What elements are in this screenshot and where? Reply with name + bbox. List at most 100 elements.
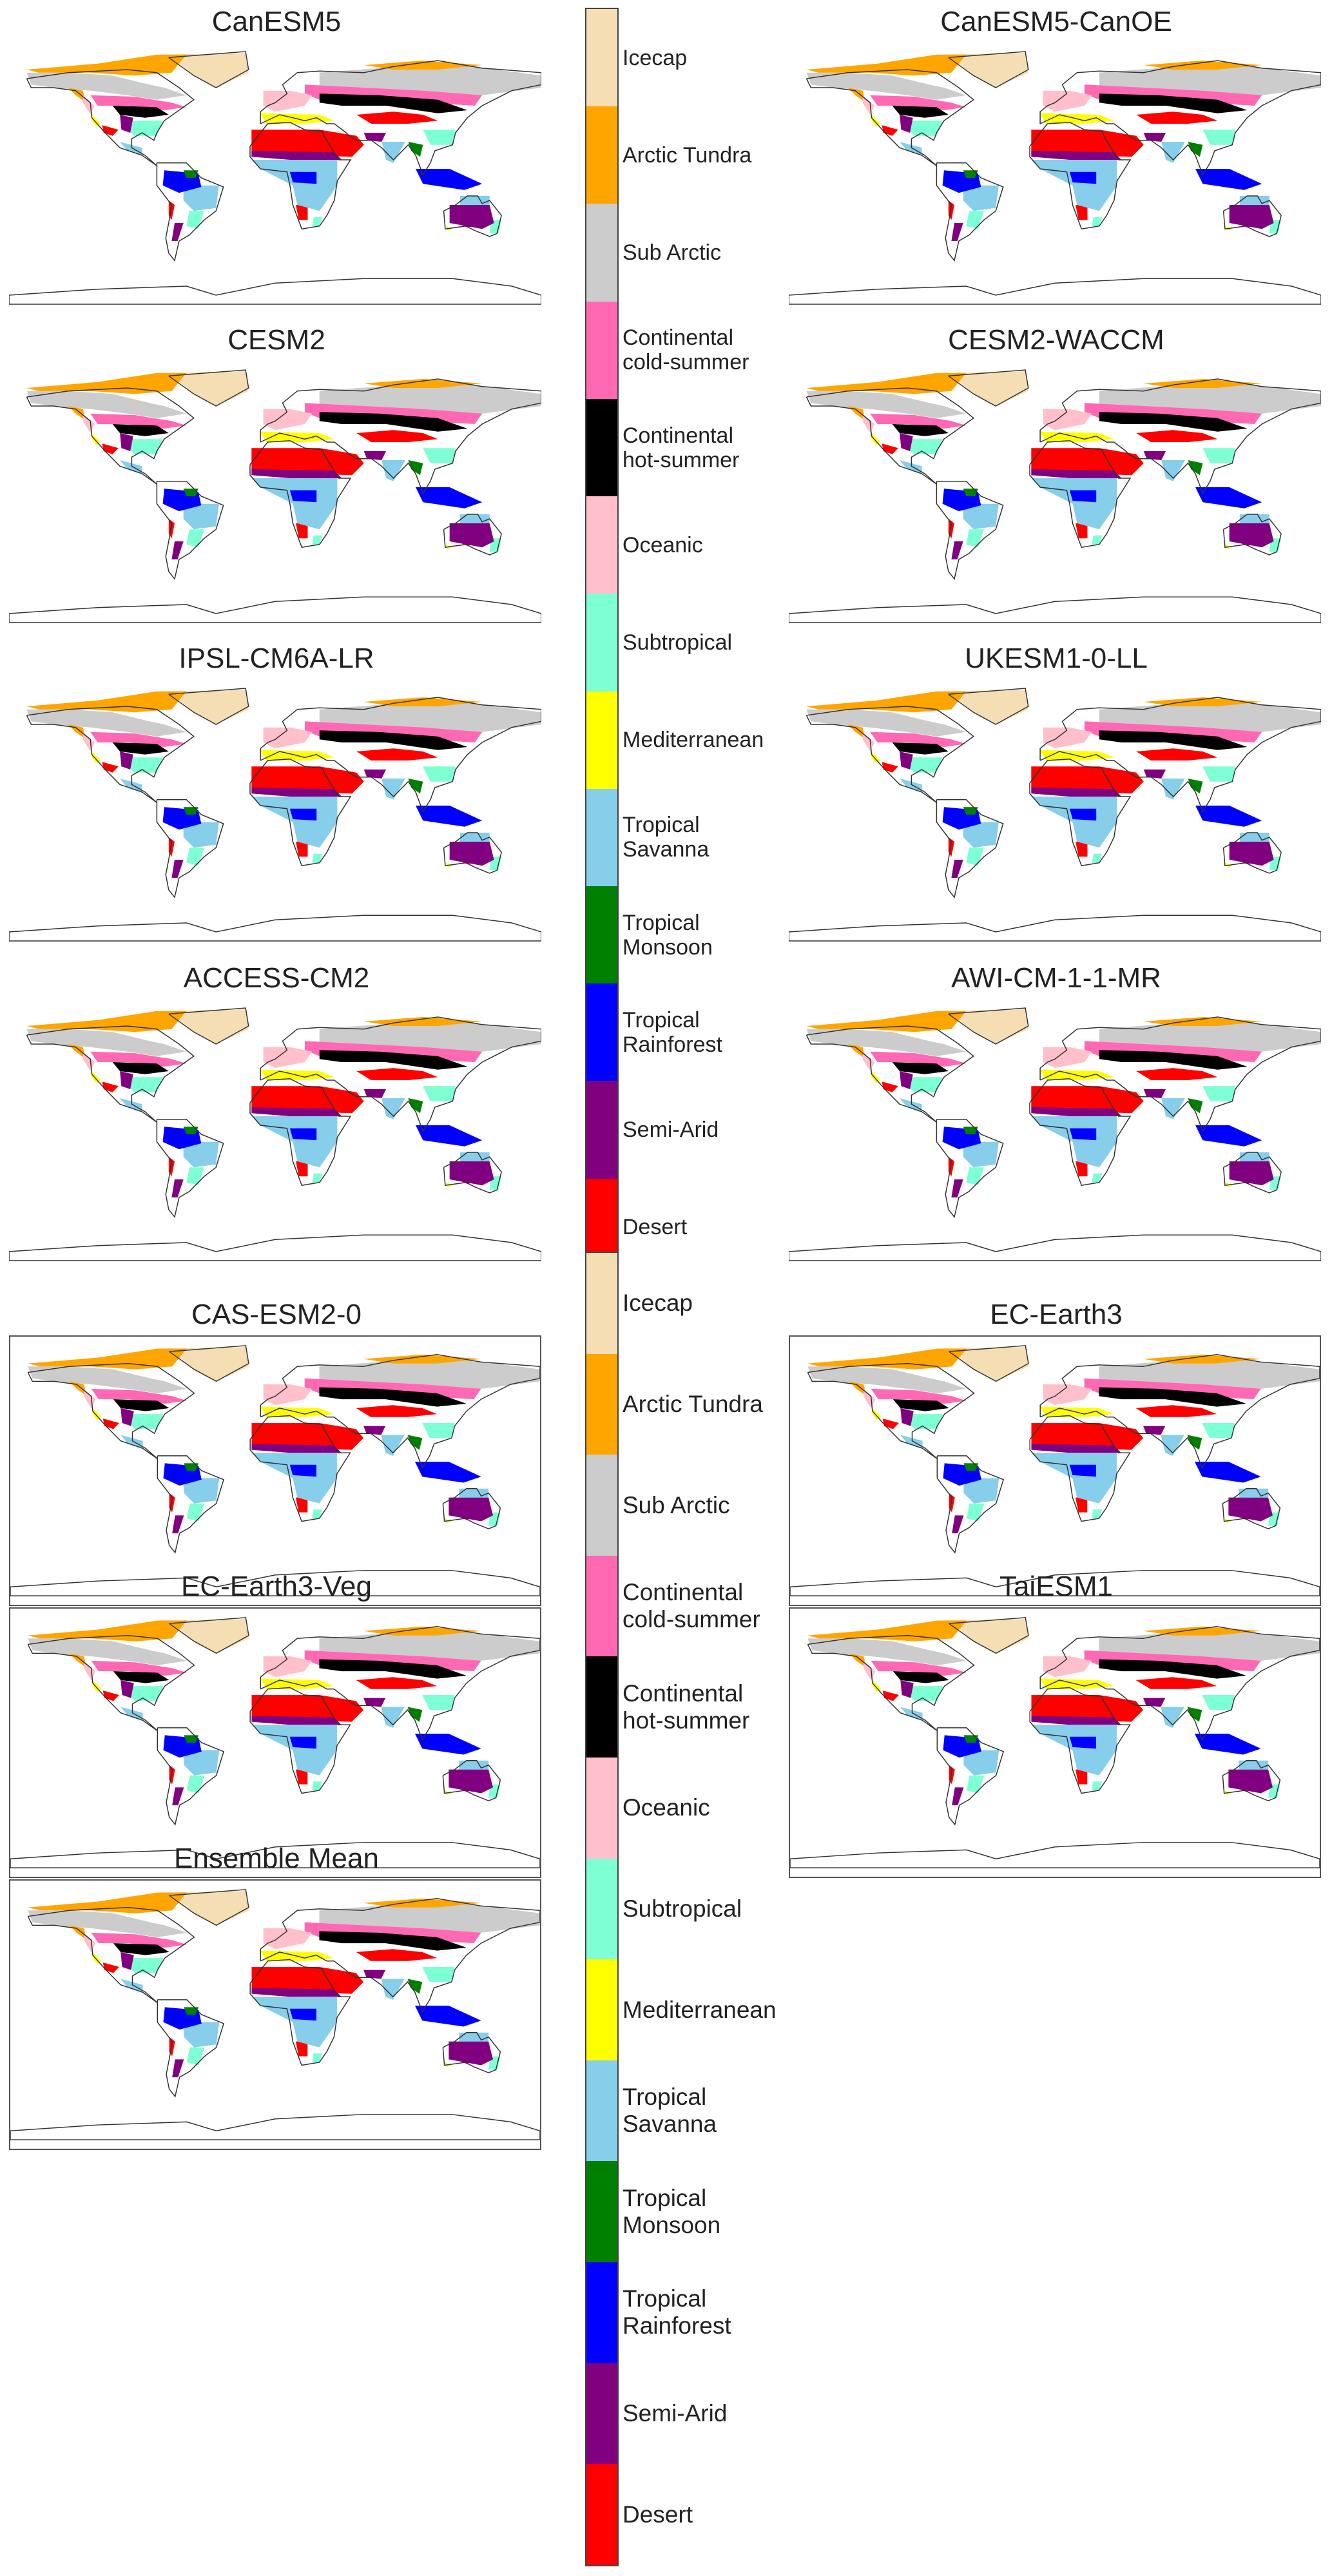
zone-region xyxy=(806,691,967,713)
legend-swatch xyxy=(586,691,617,789)
zone-region xyxy=(1136,1068,1218,1080)
zone-region xyxy=(381,1707,405,1728)
panel-title: CanESM5 xyxy=(211,6,342,37)
zone-region xyxy=(907,757,943,773)
coastline xyxy=(260,1625,540,1741)
zone-region xyxy=(171,541,184,559)
zone-region xyxy=(251,788,342,797)
zone-region xyxy=(1031,1716,1121,1725)
coastline xyxy=(168,51,249,88)
zone-region xyxy=(806,709,967,737)
zone-region xyxy=(1229,1161,1274,1186)
zone-region xyxy=(900,779,922,792)
zone-region xyxy=(1031,1086,1144,1114)
legend-label: Desert xyxy=(623,2501,693,2528)
coastline xyxy=(806,69,975,166)
zone-region xyxy=(26,709,187,737)
coastline xyxy=(1039,378,1321,494)
zone-region xyxy=(416,169,483,190)
zone-region xyxy=(1143,1626,1261,1636)
zone-region xyxy=(289,490,317,503)
zone-region xyxy=(1069,1464,1096,1477)
zone-region xyxy=(381,142,405,163)
zone-region xyxy=(251,1725,337,1776)
zone-region xyxy=(963,1478,999,1504)
zone-region xyxy=(892,742,949,755)
coastline xyxy=(948,688,1029,725)
zone-region xyxy=(69,1381,87,1397)
zone-region xyxy=(251,1086,364,1114)
zone-region xyxy=(1069,1736,1096,1749)
zone-region xyxy=(892,1062,949,1074)
zone-region xyxy=(296,842,308,857)
map-frame xyxy=(9,361,541,632)
zone-region xyxy=(1239,1152,1269,1161)
zone-region xyxy=(356,430,438,442)
zone-region xyxy=(1161,460,1185,481)
zone-region xyxy=(295,1497,308,1513)
zone-region xyxy=(1092,535,1103,545)
zone-region xyxy=(459,1152,490,1161)
zone-region xyxy=(90,1051,187,1067)
zone-region xyxy=(1239,1488,1269,1498)
zone-region xyxy=(1143,1426,1166,1435)
zone-region xyxy=(459,1488,489,1498)
zone-region xyxy=(1092,1509,1103,1518)
zone-region xyxy=(423,448,456,463)
zone-region xyxy=(422,1423,455,1438)
legend-label: Sub Arctic xyxy=(623,1491,730,1518)
zone-region xyxy=(951,1179,963,1197)
coastline xyxy=(156,480,224,580)
zone-region xyxy=(870,1051,967,1067)
coastline xyxy=(260,1897,540,2013)
zone-region xyxy=(963,807,978,815)
zone-region xyxy=(1195,487,1262,508)
zone-region xyxy=(263,1047,313,1069)
coastline xyxy=(156,799,224,898)
zone-region xyxy=(963,1127,978,1134)
zone-region xyxy=(84,1660,96,1680)
zone-region xyxy=(172,1787,184,1806)
map-frame xyxy=(789,999,1321,1270)
zone-region xyxy=(900,1707,923,1721)
zone-region xyxy=(28,1348,187,1370)
zone-region xyxy=(121,1951,134,1970)
zone-region xyxy=(1187,1707,1202,1722)
zone-region xyxy=(1136,111,1218,124)
zone-region xyxy=(862,1051,875,1071)
coastline xyxy=(806,706,975,803)
zone-region xyxy=(459,514,490,523)
zone-region xyxy=(952,1787,964,1806)
zone-region xyxy=(407,1979,423,1994)
legend-label: Tropical Savanna xyxy=(623,2084,717,2138)
zone-region xyxy=(113,1671,169,1683)
climate-zone-map xyxy=(789,688,1321,942)
coastline xyxy=(169,1889,249,1926)
coastline xyxy=(936,1118,1004,1218)
zone-region xyxy=(422,1695,455,1710)
zone-region xyxy=(1188,779,1203,794)
zone-region xyxy=(289,1736,316,1749)
zone-region xyxy=(806,1011,967,1032)
zone-region xyxy=(806,1029,967,1056)
zone-region xyxy=(1239,1760,1269,1770)
zone-region xyxy=(28,1892,187,1913)
coastline xyxy=(789,278,1321,305)
zone-region xyxy=(862,413,875,433)
zone-region xyxy=(1031,788,1122,797)
legend-swatch xyxy=(586,1353,617,1455)
zone-region xyxy=(1202,130,1235,145)
zone-region xyxy=(966,1775,985,1794)
zone-region xyxy=(356,748,438,760)
zone-region xyxy=(416,1125,483,1147)
zone-region xyxy=(1043,727,1092,749)
coastline xyxy=(1222,1152,1282,1194)
zone-region xyxy=(963,822,999,848)
coastline xyxy=(936,1455,1005,1554)
zone-region xyxy=(900,1680,914,1698)
legend-label: Subtropical xyxy=(623,630,733,655)
map-frame xyxy=(9,1607,541,1878)
zone-region xyxy=(966,847,984,866)
climate-zone-map xyxy=(789,51,1321,305)
legend-label: Icecap xyxy=(623,1290,693,1317)
